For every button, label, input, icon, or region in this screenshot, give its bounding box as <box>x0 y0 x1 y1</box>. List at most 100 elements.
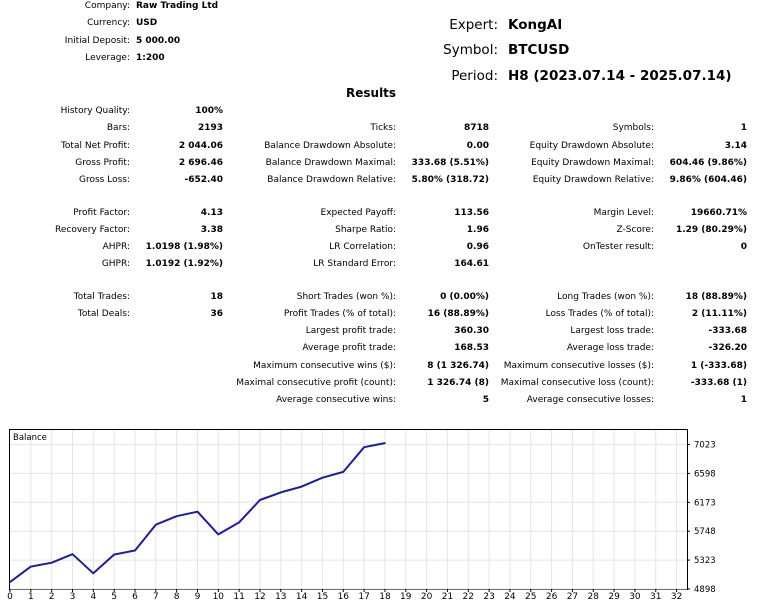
x-tick-label: 12 <box>254 592 265 600</box>
stat-label: Ticks: <box>370 123 396 133</box>
period-label: Period: <box>451 68 498 84</box>
stat-label: Profit Trades (% of total): <box>283 309 396 319</box>
stat-label: Balance Drawdown Maximal: <box>265 158 396 168</box>
x-tick-label: 1 <box>28 592 34 600</box>
x-tick-label: 15 <box>317 592 328 600</box>
stat-value: 5 <box>482 395 489 405</box>
balance-point <box>196 510 199 513</box>
x-tick-label: 31 <box>650 592 661 600</box>
stat-value: 2 696.46 <box>178 158 223 168</box>
x-tick-label: 9 <box>195 592 201 600</box>
stat-label: Z-Score: <box>616 225 655 235</box>
stat-value: 0 <box>740 242 747 252</box>
balance-point <box>280 491 282 494</box>
x-tick-label: 19 <box>400 592 412 600</box>
symbol-label: Symbol: <box>443 42 498 58</box>
symbol-value: BTCUSD <box>508 42 570 58</box>
stat-value: 5.80% (318.72) <box>411 175 489 185</box>
stat-value: 333.68 (5.51%) <box>411 158 489 168</box>
stat-value: 1.96 <box>466 225 489 235</box>
x-tick-label: 8 <box>174 592 180 600</box>
stat-label: Gross Profit: <box>75 158 130 168</box>
stat-value: 18 <box>210 292 223 302</box>
stat-value: 1 (-333.68) <box>690 361 747 371</box>
company-value: Raw Trading Ltd <box>136 1 219 11</box>
stat-value: 8 (1 326.74) <box>427 361 489 371</box>
stat-label: Largest loss trade: <box>570 326 654 336</box>
stat-label: Average consecutive wins: <box>276 395 396 405</box>
balance-point <box>71 553 74 555</box>
x-tick-label: 24 <box>504 592 516 600</box>
stat-value: 1.0192 (1.92%) <box>145 259 223 269</box>
stat-label: Maximal consecutive profit (count): <box>236 378 396 388</box>
x-tick-label: 29 <box>608 592 620 600</box>
x-tick-label: 20 <box>421 592 433 600</box>
x-tick-label: 14 <box>296 592 308 600</box>
x-tick-label: 32 <box>671 592 682 600</box>
x-axis: 0 1 2 3 4 5 6 7 8 9 10 11 12 13 14 15 16 17 18 19 20 21 22 23 24… <box>7 589 682 600</box>
leverage-value: 1:200 <box>136 53 165 63</box>
stat-value: 3.38 <box>200 225 223 235</box>
x-tick-label: 0 <box>7 592 13 600</box>
stat-label: Balance Drawdown Absolute: <box>264 141 396 151</box>
stat-value: 0.00 <box>466 141 489 151</box>
balance-point <box>321 476 324 479</box>
stat-label: Maximal consecutive loss (count): <box>500 378 654 388</box>
stat-label: OnTester result: <box>582 242 654 252</box>
x-tick-label: 18 <box>379 592 391 600</box>
stat-label: Total Deals: <box>77 309 130 319</box>
balance-point <box>9 581 11 583</box>
stat-label: LR Correlation: <box>329 242 396 252</box>
series-layer <box>9 442 386 583</box>
stat-value: 0 (0.00%) <box>440 292 489 302</box>
stat-value: 113.56 <box>454 208 489 218</box>
balance-point <box>217 533 220 536</box>
chart-grid <box>10 430 687 590</box>
stat-label: Average loss trade: <box>566 343 654 353</box>
stat-label: Maximum consecutive wins ($): <box>253 361 396 371</box>
stat-label: Total Trades: <box>73 292 130 302</box>
balance-point <box>259 499 261 501</box>
stat-label: Margin Level: <box>593 208 654 218</box>
balance-point <box>363 446 365 449</box>
stat-label: AHPR: <box>102 242 130 252</box>
balance-point <box>300 485 303 488</box>
stat-label: Loss Trades (% of total): <box>545 309 654 319</box>
stat-label: GHPR: <box>101 259 130 269</box>
balance-point <box>92 572 95 575</box>
stat-label: Balance Drawdown Relative: <box>267 175 396 185</box>
stat-value: 9.86% (604.46) <box>669 175 747 185</box>
stat-label: Maximum consecutive losses ($): <box>503 361 654 371</box>
y-tick-label: 7023 <box>694 440 716 450</box>
x-tick-label: 30 <box>629 592 641 600</box>
stat-value: 1 <box>740 395 747 405</box>
company-label: Company: <box>84 1 130 11</box>
stat-value: -333.68 (1) <box>690 378 747 388</box>
deposit-label: Initial Deposit: <box>64 36 130 46</box>
balance-point <box>342 471 345 473</box>
results-title: Results <box>346 86 397 100</box>
stat-value: 4.13 <box>200 208 223 218</box>
stat-value: 18 (88.89%) <box>685 292 747 302</box>
stat-value: 19660.71% <box>690 208 747 218</box>
x-tick-label: 7 <box>153 592 159 600</box>
y-tick-label: 6173 <box>694 498 716 508</box>
stat-value: 36 <box>210 309 223 319</box>
balance-point <box>238 521 240 524</box>
y-tick-label: 4898 <box>694 585 716 595</box>
stat-label: Short Trades (won %): <box>296 292 396 302</box>
stat-value: 1 <box>740 123 747 133</box>
x-tick-label: 10 <box>213 592 225 600</box>
x-tick-label: 22 <box>463 592 474 600</box>
stat-value: 1.0198 (1.98%) <box>145 242 223 252</box>
stat-value: 164.61 <box>454 259 489 269</box>
y-tick-label: 5323 <box>694 556 716 566</box>
stat-value: 360.30 <box>454 326 489 336</box>
stat-label: Equity Drawdown Absolute: <box>529 141 654 151</box>
x-tick-label: 28 <box>588 592 600 600</box>
stat-value: 604.46 (9.86%) <box>669 158 747 168</box>
y-tick-label: 5748 <box>694 527 716 537</box>
x-tick-label: 21 <box>442 592 453 600</box>
x-tick-label: 11 <box>233 592 244 600</box>
stat-value: 8718 <box>463 123 489 133</box>
